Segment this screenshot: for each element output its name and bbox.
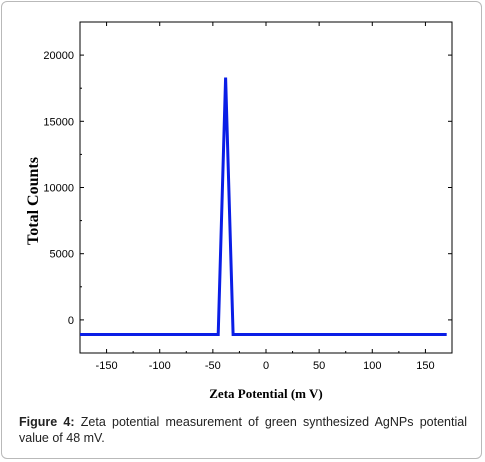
y-tick-label: 20000 xyxy=(43,50,74,62)
zeta-potential-chart: 0 5000 10000 15000 20000 -150 -100 -50 0 50 100 15… xyxy=(25,21,453,401)
x-tick-label: 150 xyxy=(416,360,434,372)
x-tick-label: -50 xyxy=(205,360,221,372)
caption-lead: Figure 4: xyxy=(19,415,75,429)
y-tick-label: 5000 xyxy=(50,249,74,261)
y-axis-ticks: 0 5000 10000 15000 20000 xyxy=(43,50,452,327)
figure-caption: Figure 4: Zeta potential measurement of … xyxy=(19,414,467,446)
x-tick-label: -100 xyxy=(149,360,171,372)
series-line xyxy=(80,77,447,336)
x-tick-label: 100 xyxy=(363,360,381,372)
x-tick-label: 0 xyxy=(263,360,269,372)
plot-area-border xyxy=(79,21,453,354)
caption-text: Zeta potential measurement of green synt… xyxy=(19,415,467,445)
y-axis-title: Total Counts xyxy=(25,157,42,245)
series-group xyxy=(80,77,447,336)
y-tick-label: 0 xyxy=(68,315,74,327)
x-tick-label: -150 xyxy=(96,360,118,372)
x-tick-label: 50 xyxy=(313,360,325,372)
y-tick-label: 10000 xyxy=(43,183,74,195)
x-axis-ticks: -150 -100 -50 0 50 100 150 xyxy=(79,22,453,372)
x-axis-title: Zeta Potential (m V) xyxy=(209,386,322,401)
y-tick-label: 15000 xyxy=(43,116,74,128)
